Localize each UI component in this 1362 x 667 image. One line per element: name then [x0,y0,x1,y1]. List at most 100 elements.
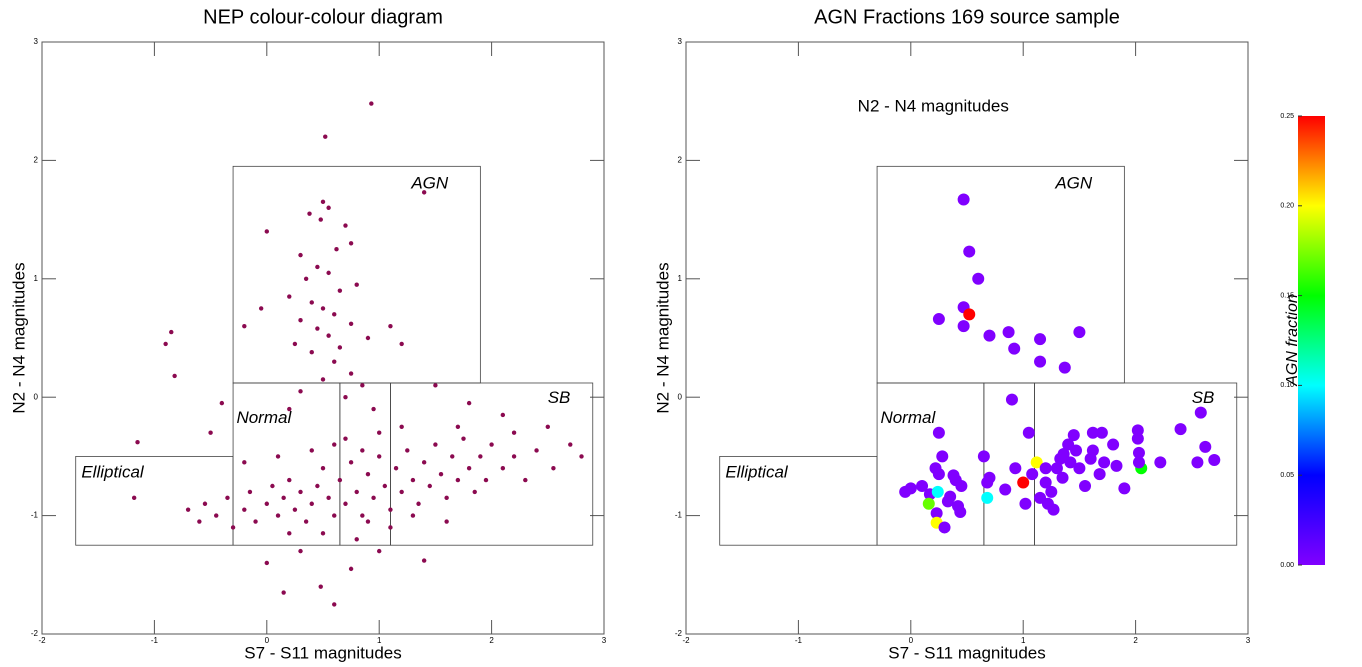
data-point [287,294,292,299]
data-point [309,350,314,355]
data-point [343,223,348,228]
data-point [388,323,393,329]
data-point [202,501,208,506]
data-point [360,448,365,453]
data-point [1118,482,1131,495]
data-point [360,383,365,388]
data-point [230,525,236,530]
data-point [307,211,312,216]
data-point [963,308,976,321]
data-point [326,333,331,338]
data-point [410,513,416,518]
y-tick-label: 1 [678,274,683,283]
data-point [500,412,506,418]
data-point [932,426,945,439]
x-tick-label: 0 [909,636,914,645]
data-point [242,507,247,512]
data-point [416,501,421,506]
data-point [983,329,996,342]
data-point [332,359,337,364]
data-point [365,519,371,524]
data-point [298,489,303,495]
y-tick-label: -2 [675,629,683,638]
data-point [208,430,213,435]
chart-title: AGN Fractions 169 source sample [814,6,1120,28]
data-point [954,506,967,519]
colorbar-tick-label: 0.20 [1280,203,1294,210]
data-point [388,507,393,512]
data-point [938,521,951,534]
data-point [455,477,461,483]
colorbar-tick-label: 0.15 [1280,292,1294,299]
data-point [275,513,281,518]
x-tick-label: -2 [38,636,46,645]
region-label: AGN [1054,174,1093,193]
data-point [1064,456,1077,469]
region-label: Elliptical [725,462,789,481]
data-point [377,454,382,459]
data-point [393,466,399,471]
data-point [1079,480,1092,492]
data-point [131,495,137,501]
data-point [916,480,929,492]
data-point [478,454,483,459]
data-point [320,306,326,311]
data-point [1056,471,1069,484]
region-box [390,382,594,546]
data-point [1034,355,1047,368]
data-point [421,558,427,563]
data-point [450,454,455,459]
data-point [1057,448,1070,461]
colorbar-tick-label: 0.10 [1280,382,1294,389]
data-point [1131,432,1144,445]
data-point [944,490,957,503]
data-point [1058,361,1071,374]
data-point [264,560,269,566]
data-point [332,442,337,447]
colorbar-tick-label: 0.05 [1280,472,1294,479]
data-point [388,525,393,530]
data-point [343,395,348,400]
data-point [360,513,365,518]
data-point [326,270,331,276]
data-point [1132,456,1145,469]
data-point [399,341,404,347]
data-point [354,537,359,542]
data-point [298,548,303,554]
data-point [264,229,269,234]
data-point [1019,497,1032,510]
data-point [309,501,314,506]
data-point [309,448,314,453]
data-point [377,430,382,435]
y-tick-label: -1 [31,511,39,520]
data-point [377,548,382,554]
data-point [326,205,331,210]
data-point [433,383,438,388]
data-point [936,450,949,463]
y-axis-label: N2 - N4 magnitudes [653,262,672,413]
data-point [163,341,168,347]
data-point [957,193,970,206]
data-point [427,483,432,489]
x-tick-label: 0 [265,636,270,645]
data-point [354,489,359,495]
data-point [421,190,427,195]
chart-title: NEP colour-colour diagram [203,6,443,28]
data-point [172,373,177,379]
data-point [1194,406,1207,419]
x-tick-label: 1 [1021,636,1026,645]
data-point [455,424,461,429]
plot-frame [41,41,605,635]
data-point [930,507,943,520]
data-point [348,371,354,376]
data-point [500,466,506,471]
data-point [320,377,326,382]
data-point [323,134,328,139]
data-point [483,477,489,483]
data-point [1086,444,1099,457]
data-point [1073,462,1086,475]
data-point [214,513,219,518]
x-tick-label: 3 [602,636,607,645]
data-point [1050,462,1063,475]
data-point [511,454,517,459]
